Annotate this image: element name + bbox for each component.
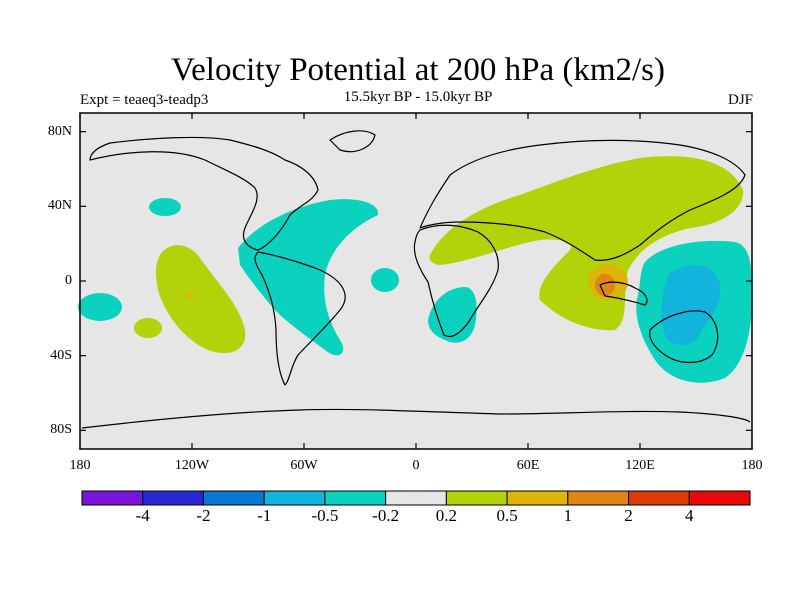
colorbar-swatch [81,490,144,506]
colorbar-swatch [324,490,387,506]
colorbar-swatch [385,490,447,506]
x-tick-label: 0 [412,458,420,473]
field-peak-maritime-continent [595,274,615,296]
coastlines [81,130,751,429]
coast-africa [413,224,499,338]
x-tick-label: 60E [516,458,540,473]
coast-australia [649,310,719,364]
experiment-label: Expt = teaeq3-teadp3 [80,92,209,108]
coast-greenland [329,130,376,153]
x-tick-label: 180 [69,458,91,473]
colorbar-label: -0.2 [372,506,400,525]
field-patch-northeast-pacific [149,198,181,216]
field-patch-central-pacific [155,245,246,354]
y-tick-label: 80S [50,422,72,438]
y-tick-marks [80,131,752,431]
coast-north-america [89,136,319,251]
x-tick-label: 180 [741,458,763,473]
coast-antarctica [81,408,751,429]
x-tick-marks [79,113,753,449]
colorbar [81,490,751,506]
field-patch-eurasia [429,156,744,331]
colorbar-swatch [688,490,751,506]
field-patch-south-pacific [134,318,162,338]
colorbar-label: 0.5 [496,506,518,525]
coast-maritime-continent [599,281,648,306]
y-tick-label: 80N [47,123,72,139]
colorbar-swatch [202,490,265,506]
colorbar-label: -4 [135,506,150,525]
y-tick-label: 40S [50,347,72,363]
colorbar-swatch [445,490,508,506]
field-patch-equatorial-atlantic [371,268,399,292]
positive-field-strong [595,274,615,296]
colorbar-label: 0.2 [435,506,457,525]
colorbar-label: -2 [196,506,211,525]
colorbar-swatch [628,490,690,506]
colorbar-swatch [263,490,326,506]
chart-title: Velocity Potential at 200 hPa (km2/s) [170,52,666,88]
negative-field-medium [661,264,721,346]
colorbar-label: 2 [624,506,633,525]
colorbar-label: 4 [685,506,694,525]
x-tick-label: 60W [290,458,318,473]
positive-field-light [134,156,744,354]
field-core-australia [661,264,721,346]
x-tick-label: 120W [174,458,210,473]
colorbar-label: -1 [257,506,272,525]
season-label: DJF [727,92,753,108]
coast-eurasia [419,139,746,261]
y-tick-label: 0 [65,273,72,288]
colorbar-swatch [142,490,204,506]
colorbar-label: -0.5 [311,506,339,525]
y-tick-label: 40N [47,198,72,214]
coast-south-america [254,251,346,386]
colorbar-swatch [506,490,569,506]
field-patch-dateline-south [78,293,122,321]
field-patch-southern-africa [428,287,477,343]
chart-subtitle: 15.5kyr BP - 15.0kyr BP [343,89,493,105]
x-tick-label: 120E [625,458,655,473]
colorbar-swatch [567,490,630,506]
colorbar-label: 1 [563,506,573,525]
field-dot-pacific [187,293,193,299]
